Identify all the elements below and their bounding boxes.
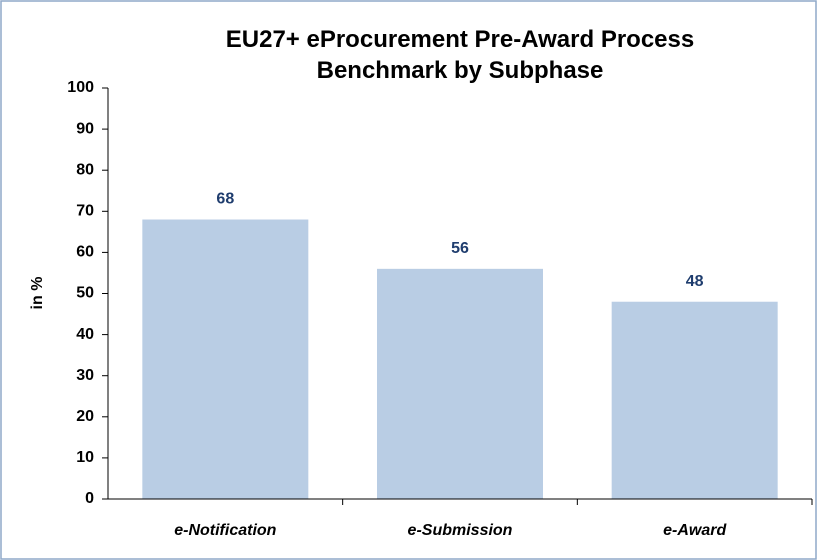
y-tick-label: 0 [85, 490, 94, 507]
y-tick-label: 10 [76, 449, 94, 466]
y-tick-label: 60 [76, 244, 94, 261]
y-axis-label: in % [29, 277, 46, 310]
y-tick-label: 50 [76, 285, 94, 302]
y-tick-label: 80 [76, 161, 94, 178]
data-label: 56 [451, 240, 469, 257]
x-tick-label: e-Award [663, 522, 727, 539]
y-tick-label: 90 [76, 120, 94, 137]
x-tick-label: e-Submission [408, 522, 513, 539]
y-tick-label: 70 [76, 203, 94, 220]
bar [377, 268, 543, 499]
y-tick-label: 20 [76, 408, 94, 425]
x-tick-label: e-Notification [174, 522, 276, 539]
y-tick-label: 30 [76, 367, 94, 384]
bar [611, 301, 778, 499]
data-label: 68 [216, 191, 234, 208]
y-tick-label: 40 [76, 326, 94, 343]
data-label: 48 [686, 273, 704, 290]
bar [142, 219, 309, 499]
chart-title: EU27+ eProcurement Pre-Award Process Ben… [225, 26, 695, 84]
y-tick-label: 100 [67, 79, 94, 96]
